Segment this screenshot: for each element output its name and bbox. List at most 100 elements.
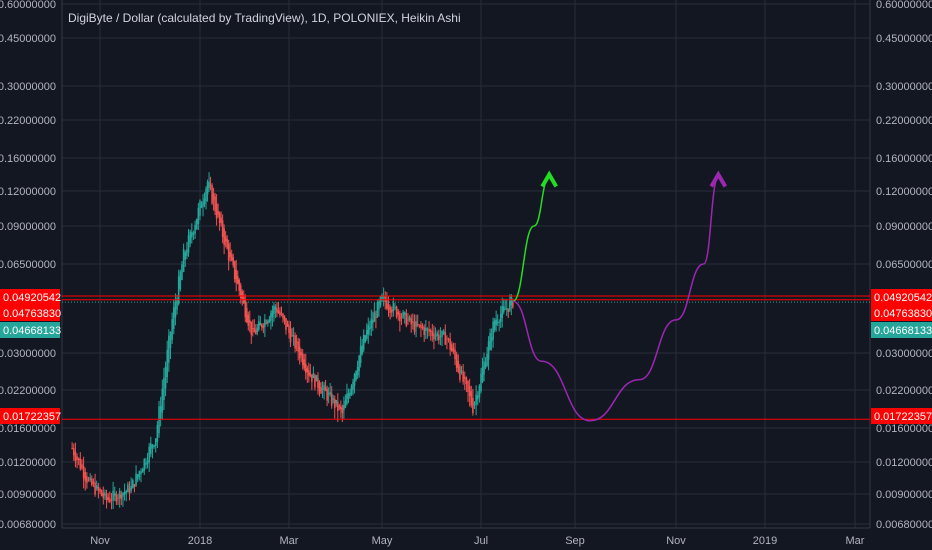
right-price-axis[interactable]: 0.60000000 0.45000000 0.30000000 0.22000000…: [876, 0, 932, 531]
price-badge: [0, 408, 60, 424]
candle-body: [282, 313, 284, 318]
forecast-drawings[interactable]: [512, 170, 728, 422]
candle-body: [104, 492, 106, 496]
candle-body: [241, 291, 244, 300]
time-tick-label: 2019: [753, 535, 777, 547]
candle-body: [347, 393, 350, 399]
candle-body: [140, 471, 142, 475]
candle-body: [318, 382, 321, 392]
candle-body: [113, 492, 116, 496]
left-price-axis[interactable]: 0.60000000 0.45000000 0.30000000 0.22000000…: [0, 0, 56, 531]
time-axis[interactable]: Nov 2018 Mar May Jul Sep Nov 2019 Mar: [90, 535, 865, 547]
candle-body: [71, 448, 73, 450]
candle-body: [340, 406, 342, 410]
candle-body: [297, 341, 299, 352]
price-tick-label: 0.45000000: [0, 33, 56, 45]
price-badge-label: 0.04763830: [3, 308, 61, 320]
candle-body: [133, 484, 136, 487]
candle-body: [230, 254, 233, 261]
candle-body: [487, 341, 490, 360]
candle-body: [509, 300, 511, 311]
price-tick-label: 0.09000000: [876, 221, 932, 233]
candle-body: [389, 306, 391, 313]
candle-body: [276, 308, 278, 313]
price-tick-label: 0.60000000: [0, 0, 56, 11]
candle-body: [295, 341, 298, 343]
candle-body: [294, 335, 296, 349]
candle-body: [405, 313, 408, 327]
candle-body: [191, 232, 193, 238]
candle-body: [341, 407, 344, 414]
candle-body: [92, 481, 95, 484]
candle-body: [273, 305, 275, 314]
candle-body: [174, 302, 177, 318]
candle-body: [117, 497, 119, 499]
price-tick-label: 0.22000000: [0, 115, 56, 127]
candle-body: [288, 325, 290, 333]
candle-body: [221, 220, 224, 237]
candle-body: [179, 271, 182, 290]
candle-body: [268, 319, 271, 323]
candle-body: [394, 306, 396, 308]
candle-body: [95, 485, 98, 489]
candlestick-series[interactable]: [71, 172, 514, 510]
candle-body: [400, 317, 403, 319]
candle-body: [467, 380, 469, 392]
time-tick-label: May: [372, 535, 393, 547]
candle-body: [86, 476, 88, 484]
time-tick-label: Nov: [666, 535, 686, 547]
candle-body: [502, 306, 505, 312]
candle-body: [358, 355, 360, 371]
price-tick-label: 0.45000000: [876, 33, 932, 45]
candle-body: [172, 307, 175, 330]
candle-body: [141, 469, 144, 473]
candle-body: [200, 205, 203, 208]
candle-body: [372, 320, 374, 324]
candle-body: [224, 236, 227, 242]
candle-body: [253, 328, 256, 333]
candle-body: [433, 333, 435, 340]
candle-body: [386, 299, 388, 309]
price-tick-label: 0.00680000: [876, 519, 932, 531]
candle-body: [274, 306, 277, 310]
candle-body: [472, 398, 474, 414]
candle-body: [153, 445, 155, 447]
candle-body: [361, 345, 363, 355]
candle-body: [220, 217, 222, 223]
candle-body: [505, 308, 508, 310]
candle-body: [415, 321, 417, 327]
candle-body: [468, 386, 471, 397]
candle-body: [382, 295, 385, 298]
horizontal-levels[interactable]: [62, 295, 870, 420]
candle-body: [166, 349, 169, 378]
candle-body: [250, 321, 253, 335]
candle-body: [483, 361, 485, 375]
price-tick-label: 0.00900000: [0, 489, 56, 501]
candle-body: [118, 490, 121, 499]
candle-body: [338, 406, 341, 408]
candle-body: [300, 352, 302, 356]
price-tick-label: 0.01200000: [876, 457, 932, 469]
candle-body: [308, 370, 310, 376]
candle-body: [429, 330, 432, 332]
candle-body: [277, 310, 280, 313]
candle-body: [439, 336, 442, 338]
forecast-path-green[interactable]: [512, 176, 550, 303]
candle-body: [120, 494, 123, 500]
time-tick-label: 2018: [188, 535, 212, 547]
candle-body: [217, 210, 219, 215]
candle-body: [301, 353, 304, 366]
candle-body: [151, 444, 154, 449]
candle-body: [480, 373, 482, 392]
candle-body: [412, 321, 414, 323]
arrow-up-icon: [709, 170, 728, 188]
grid: [61, 0, 871, 529]
candle-body: [218, 212, 221, 224]
candle-body: [87, 479, 90, 481]
candle-body: [463, 376, 466, 379]
candle-body: [362, 334, 365, 350]
candle-body: [248, 320, 251, 323]
candle-body: [476, 395, 479, 400]
forecast-path-purple[interactable]: [512, 176, 720, 422]
